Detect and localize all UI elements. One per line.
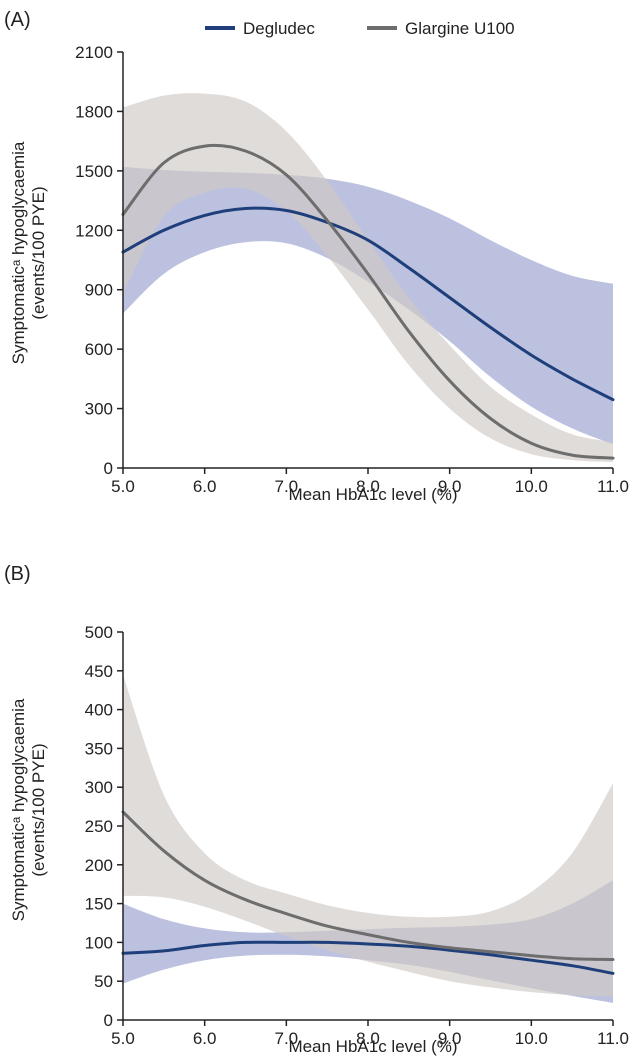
y-tick-label-b: 300 — [85, 778, 113, 797]
panel-label-a: (A) — [4, 9, 31, 31]
y-tick-label-a: 1200 — [75, 221, 113, 240]
x-axis-title-b: Mean HbA1c level (%) — [288, 1037, 457, 1056]
confidence-bands-a — [123, 93, 613, 463]
y-tick-label-b: 350 — [85, 739, 113, 758]
x-tick-label-a: 6.0 — [193, 477, 217, 496]
x-tick-label-b: 8.0 — [356, 1029, 380, 1048]
series-line-glargine-a — [121, 143, 615, 460]
x-tick-label-a: 10.0 — [515, 477, 548, 496]
x-tick-label-b: 11.0 — [597, 1029, 629, 1048]
x-tick-label-b: 7.0 — [275, 1029, 299, 1048]
x-tick-label-b: 10.0 — [515, 1029, 548, 1048]
series-line-glargine-b — [121, 810, 615, 961]
x-tick-label-b: 6.0 — [193, 1029, 217, 1048]
series-line-degludec-a — [121, 206, 615, 402]
x-axis-title-a: Mean HbA1c level (%) — [288, 485, 457, 504]
series-lines-a — [121, 143, 615, 460]
y-tick-label-b: 200 — [85, 856, 113, 875]
y-axis-title-a-line2: (events/100 PYE) — [29, 186, 48, 319]
y-axis-title-b-line2: (events/100 PYE) — [29, 743, 48, 876]
panel-label-b: (B) — [4, 563, 31, 585]
y-tick-label-a: 1800 — [75, 102, 113, 121]
y-tick-label-b: 250 — [85, 817, 113, 836]
y-tick-label-a: 300 — [85, 400, 113, 419]
y-axis-title-a-line1: Symptomaticᵃ hypoglycaemia — [9, 141, 28, 364]
legend-label-degludec: Degludec — [243, 19, 315, 38]
y-tick-label-a: 0 — [104, 459, 113, 478]
axes-b: 0 50 100 150 200 250 300 350 400 450 500 5.0 6.0 7.0 8… — [85, 623, 629, 1048]
y-tick-label-b: 500 — [85, 623, 113, 642]
ci-band-glargine-a — [123, 93, 613, 463]
y-tick-label-a: 1500 — [75, 162, 113, 181]
ci-band-degludec-a — [123, 166, 613, 445]
series-lines-b — [121, 810, 615, 975]
ci-band-glargine-b — [123, 674, 613, 997]
chart-panel-a: (A) 0 300 600 900 1200 1500 1800 2100 5.0 6.0 7.0 8… — [4, 9, 629, 504]
x-tick-label-b: 5.0 — [111, 1029, 135, 1048]
y-tick-label-b: 150 — [85, 895, 113, 914]
x-tick-label-a: 8.0 — [356, 477, 380, 496]
y-tick-label-a: 600 — [85, 340, 113, 359]
legend: Degludec Glargine U100 — [205, 19, 515, 38]
x-tick-label-a: 9.0 — [438, 477, 462, 496]
y-tick-label-a: 2100 — [75, 43, 113, 62]
axes-a: 0 300 600 900 1200 1500 1800 2100 5.0 6.0 7.0 8.0 9.… — [75, 43, 629, 496]
x-tick-label-a: 5.0 — [111, 477, 135, 496]
y-axis-title-b-line1: Symptomaticᵃ hypoglycaemia — [9, 698, 28, 921]
series-line-degludec-b — [121, 940, 615, 975]
y-tick-label-b: 400 — [85, 701, 113, 720]
x-tick-label-a: 11.0 — [597, 477, 629, 496]
x-tick-label-b: 9.0 — [438, 1029, 462, 1048]
legend-label-glargine: Glargine U100 — [405, 19, 515, 38]
y-tick-label-b: 0 — [104, 1011, 113, 1030]
x-tick-label-a: 7.0 — [275, 477, 299, 496]
y-tick-label-b: 50 — [94, 972, 113, 991]
y-tick-label-b: 100 — [85, 933, 113, 952]
y-tick-label-b: 450 — [85, 662, 113, 681]
chart-panel-b: (B) 0 50 100 150 200 250 300 350 400 450 500 5.0 6.0… — [4, 563, 629, 1056]
y-tick-label-a: 900 — [85, 281, 113, 300]
confidence-bands-b — [123, 674, 613, 1003]
